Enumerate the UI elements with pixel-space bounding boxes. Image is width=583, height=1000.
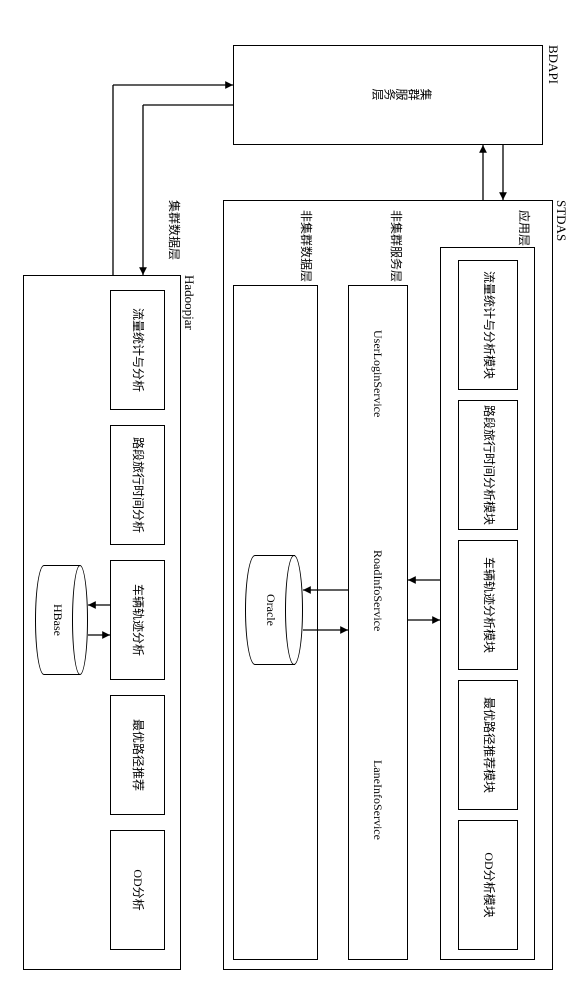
bmodule-od-analysis: OD分析 <box>110 830 165 950</box>
hbase-label: HBase <box>51 604 66 636</box>
module-od-analysis: OD分析模块 <box>458 820 518 950</box>
bdapi-title: BDAPI <box>545 45 561 84</box>
cluster-service-label: 集群服务层 <box>372 86 432 103</box>
stdas-title: STDAS <box>553 200 569 241</box>
cluster-data-label: 集群数据层 <box>166 200 183 260</box>
bmodule-travel-time: 路段旅行时间分析 <box>110 425 165 545</box>
module-vehicle-track: 车辆轨迹分析模块 <box>458 540 518 670</box>
hbase-db-top <box>72 565 88 675</box>
bmodule-best-route: 最优路径推荐 <box>110 695 165 815</box>
noncluster-service-label: 非集群服务层 <box>388 210 405 282</box>
module-travel-time: 路段旅行时间分析模块 <box>458 400 518 530</box>
app-layer-label: 应用层 <box>516 210 533 246</box>
module-flow-stats: 流量统计与分析模块 <box>458 260 518 390</box>
oracle-db-top <box>285 555 303 665</box>
bmodule-flow-stats: 流量统计与分析 <box>110 290 165 410</box>
cluster-service-box: 集群服务层 <box>233 45 543 145</box>
module-best-route: 最优路径推荐模块 <box>458 680 518 810</box>
bmodule-vehicle-track: 车辆轨迹分析 <box>110 560 165 680</box>
service-laneinfo: LaneInfoService <box>370 760 385 840</box>
service-userlogin: UserLoginService <box>370 330 385 417</box>
noncluster-data-label: 非集群数据层 <box>298 210 315 282</box>
service-roadinfo: RoadInfoService <box>370 550 385 631</box>
hadoopjar-title: Hadoopjar <box>181 275 197 330</box>
oracle-label: Oracle <box>263 594 278 626</box>
